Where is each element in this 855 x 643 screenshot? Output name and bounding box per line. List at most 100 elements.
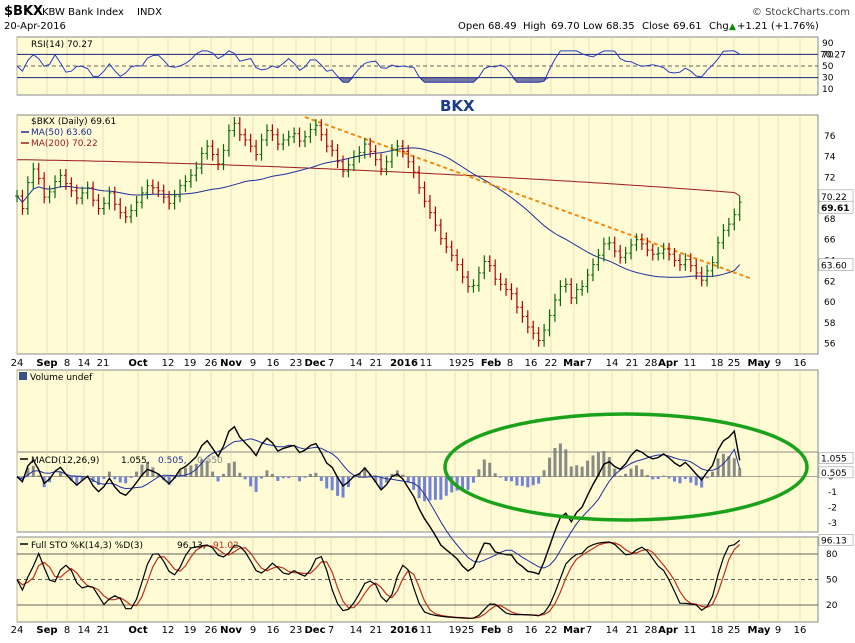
macd-histogram-bar — [543, 470, 546, 476]
macd-histogram-bar — [624, 474, 627, 477]
x-axis-label: 7 — [586, 625, 592, 636]
rsi-tick-label: 50 — [822, 62, 834, 72]
x-axis-label: Mar — [563, 625, 585, 636]
macd-histogram-bar — [309, 474, 312, 477]
macd-histogram-bar — [570, 466, 573, 476]
high-value: 69.70 — [551, 21, 580, 32]
macd-histogram-bar — [695, 477, 698, 486]
x-axis-label: 21 — [97, 625, 110, 636]
macd-histogram-bar — [553, 448, 556, 477]
macd-histogram-bar — [119, 477, 122, 483]
macd-histogram-bar — [189, 465, 192, 476]
x-axis-label: Oct — [128, 358, 147, 369]
x-axis-label: 12 — [162, 358, 175, 369]
x-axis-label: 21 — [626, 625, 639, 636]
x-axis-label: 19 — [184, 358, 197, 369]
macd-histogram-bar — [706, 477, 709, 479]
x-axis-label: 9 — [250, 358, 256, 369]
x-axis-label: 24 — [11, 625, 24, 636]
sto-tick-label: 20 — [826, 601, 838, 611]
volume-label: Volume undef — [30, 373, 93, 383]
x-axis-label: 9 — [775, 358, 781, 369]
price-panel-bg — [17, 115, 818, 354]
macd-histogram-bar — [320, 477, 323, 481]
sto-value-tag: 96.13 — [821, 536, 847, 546]
x-axis-label: 16 — [794, 625, 807, 636]
x-axis-label: 28 — [645, 358, 658, 369]
x-axis-label: 25 — [462, 358, 475, 369]
macd-histogram-bar — [244, 477, 247, 480]
x-axis-label: May — [748, 625, 771, 636]
macd-histogram-bar — [271, 474, 274, 477]
rsi-value-tag: 70.27 — [820, 50, 846, 60]
price-value-tag: 69.61 — [821, 204, 849, 214]
ticker-symbol: $BKX — [4, 4, 43, 19]
x-axis-label: 26 — [205, 625, 218, 636]
macd-histogram-bar — [255, 477, 258, 492]
x-axis-label: 18 — [711, 358, 724, 369]
exchange-label: INDX — [137, 7, 162, 18]
macd-histogram-bar — [619, 476, 622, 477]
macd-histogram-bar — [559, 443, 562, 476]
x-axis-label: 16 — [267, 358, 280, 369]
sto-tick-label: 80 — [826, 550, 838, 560]
macd-histogram-bar — [303, 477, 306, 478]
x-axis-label: 7 — [328, 625, 334, 636]
ma50-legend: MA(50) 63.60 — [31, 128, 92, 138]
macd-histogram-bar — [385, 477, 388, 483]
macd-histogram-bar — [37, 475, 40, 476]
macd-histogram-bar — [217, 477, 220, 482]
macd-histogram-bar — [733, 458, 736, 476]
x-axis-label: 25 — [462, 625, 475, 636]
macd-tick-label: -3 — [828, 519, 837, 529]
macd-histogram-bar — [548, 458, 551, 477]
rsi-tick-label: 10 — [822, 85, 834, 95]
macd-label: MACD(12,26,9) — [31, 456, 99, 466]
macd-histogram-bar — [325, 477, 328, 489]
macd-histogram-bar — [282, 477, 285, 479]
macd-histogram-bar — [564, 449, 567, 476]
x-axis-label: 11 — [420, 625, 433, 636]
close-label: Close — [642, 21, 669, 32]
sto-tick-label: 50 — [826, 576, 838, 586]
macd-histogram-bar — [439, 477, 442, 500]
sto-label-d: 91.02 — [213, 541, 239, 551]
x-axis-label: 14 — [350, 358, 363, 369]
x-axis-label: 21 — [97, 358, 110, 369]
change-up-arrow-icon: ▲ — [729, 22, 736, 32]
x-axis-label: 9 — [250, 625, 256, 636]
macd-histogram-bar — [646, 475, 649, 477]
macd-histogram-bar — [526, 477, 529, 488]
high-label: High — [523, 21, 546, 32]
macd-histogram-bar — [483, 459, 486, 476]
chart-date: 20-Apr-2016 — [4, 21, 66, 32]
x-axis-label: 19 — [449, 358, 462, 369]
macd-histogram-bar — [227, 463, 230, 476]
x-axis-label: 11 — [684, 358, 697, 369]
macd-histogram-bar — [423, 477, 426, 502]
x-axis-label: Nov — [220, 625, 242, 636]
change-value: +1.21 (+1.76%) — [737, 21, 819, 32]
x-axis-label: 12 — [162, 625, 175, 636]
macd-histogram-bar — [532, 477, 535, 486]
macd-histogram-bar — [276, 477, 279, 481]
x-axis-label: Feb — [481, 358, 501, 369]
x-axis-label: 9 — [775, 625, 781, 636]
macd-histogram-bar — [494, 473, 497, 476]
x-axis-label: 21 — [626, 358, 639, 369]
x-axis-label: 2016 — [390, 358, 418, 369]
x-axis-label: 7 — [586, 358, 592, 369]
macd-histogram-bar — [265, 470, 268, 476]
bkx-annotation: BKX — [440, 97, 475, 115]
macd-histogram-bar — [657, 477, 660, 479]
macd-histogram-bar — [472, 477, 475, 483]
price-tick-label: 66 — [824, 236, 836, 246]
macd-histogram-bar — [586, 461, 589, 477]
macd-histogram-bar — [102, 477, 105, 479]
x-axis-label: 25 — [728, 625, 741, 636]
x-axis-label: 22 — [545, 625, 558, 636]
x-axis-label: 14 — [78, 358, 91, 369]
macd-histogram-bar — [445, 477, 448, 496]
macd-label-signal: 0.505, — [158, 456, 187, 466]
